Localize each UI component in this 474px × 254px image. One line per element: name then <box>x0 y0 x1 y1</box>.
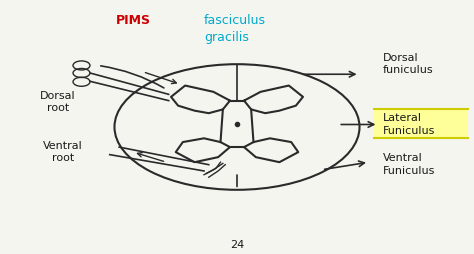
FancyBboxPatch shape <box>374 109 468 138</box>
Text: 24: 24 <box>230 240 244 250</box>
Text: Dorsal
root: Dorsal root <box>40 91 76 113</box>
Text: Ventral
Funiculus: Ventral Funiculus <box>383 153 436 176</box>
Text: Dorsal
funiculus: Dorsal funiculus <box>383 53 434 75</box>
Text: PIMS: PIMS <box>116 14 151 27</box>
Text: fasciculus
gracilis: fasciculus gracilis <box>204 14 266 44</box>
Text: Lateral
Funiculus: Lateral Funiculus <box>383 113 436 136</box>
Text: Ventral
root: Ventral root <box>43 141 82 163</box>
